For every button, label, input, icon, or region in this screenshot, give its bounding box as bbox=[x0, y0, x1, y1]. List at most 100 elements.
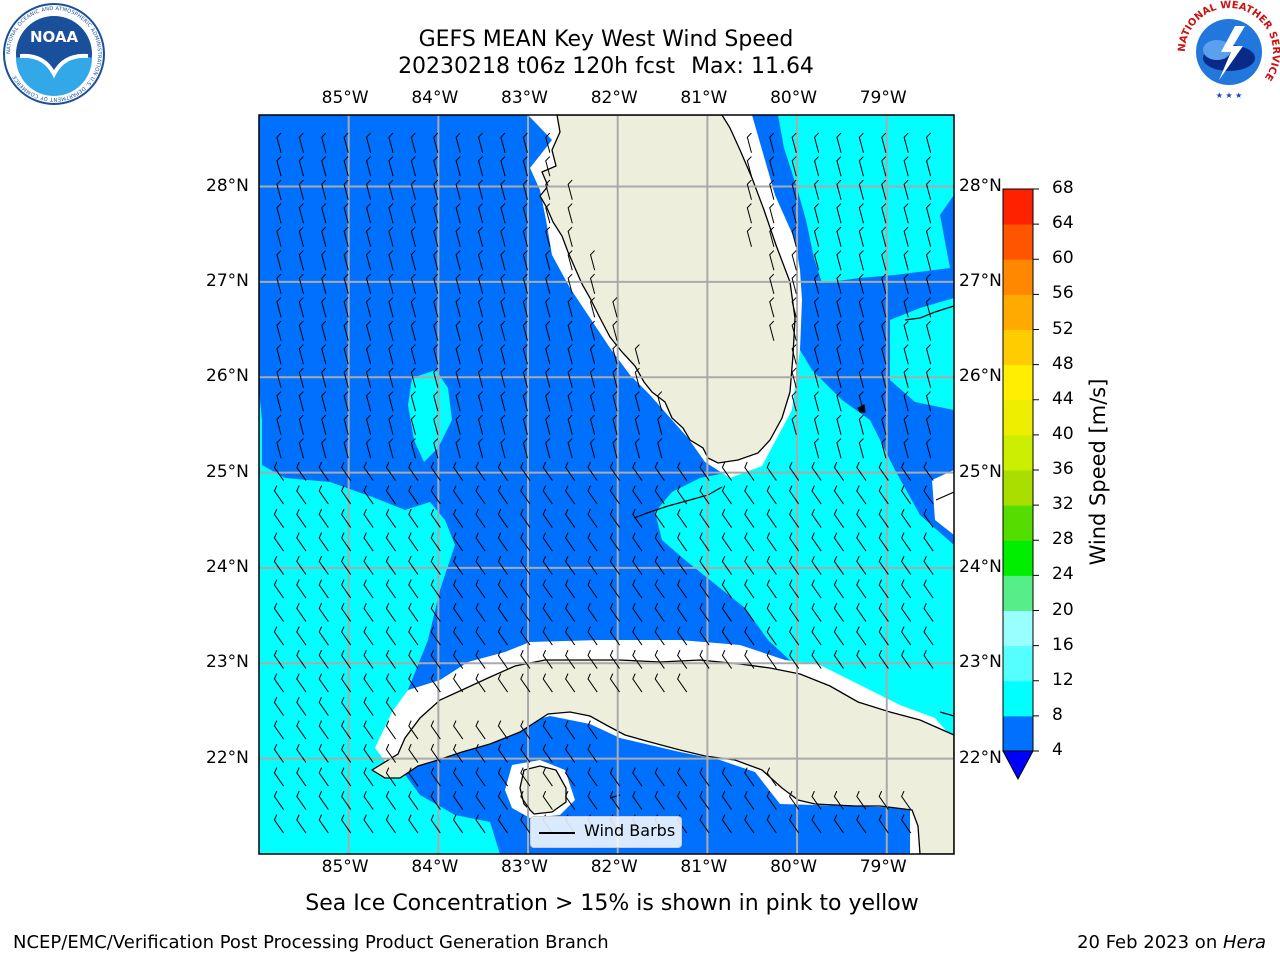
wind-barb bbox=[318, 485, 329, 505]
wind-barb bbox=[385, 767, 396, 787]
wind-barb bbox=[744, 602, 755, 622]
wind-barb bbox=[632, 461, 643, 481]
wind-barb bbox=[789, 461, 800, 481]
wind-barb bbox=[522, 250, 528, 271]
wind-barb bbox=[565, 555, 576, 575]
wind-barb bbox=[901, 814, 912, 834]
wind-barb bbox=[856, 814, 867, 834]
wind-barb bbox=[836, 344, 842, 365]
wind-barb bbox=[811, 649, 822, 669]
colorbar-swatch bbox=[1003, 680, 1033, 717]
wind-barb bbox=[654, 532, 665, 552]
lat-label: 28°N bbox=[206, 175, 249, 196]
wind-barb bbox=[522, 179, 528, 200]
wind-barb bbox=[430, 485, 441, 505]
colorbar-swatch bbox=[1003, 294, 1033, 330]
wind-barb bbox=[589, 250, 596, 271]
colorbar-swatch bbox=[1003, 575, 1033, 611]
wind-barb bbox=[858, 156, 864, 177]
wind-barb bbox=[677, 790, 688, 810]
wind-barb bbox=[878, 649, 889, 669]
wind-barb bbox=[298, 156, 304, 177]
wind-barb bbox=[789, 814, 800, 834]
wind-barb bbox=[856, 626, 867, 646]
wind-barb bbox=[453, 790, 464, 810]
colorbar-tick-label: 60 bbox=[1052, 248, 1074, 269]
wind-barb bbox=[298, 414, 304, 435]
wind-barb bbox=[318, 743, 329, 763]
wind-barb bbox=[385, 485, 396, 505]
wind-barb bbox=[813, 438, 820, 459]
wind-barb bbox=[769, 226, 775, 247]
wind-barb bbox=[522, 438, 528, 459]
lat-label: 26°N bbox=[206, 366, 249, 387]
wind-barb bbox=[522, 320, 528, 341]
wind-barb bbox=[477, 414, 484, 435]
wind-barb bbox=[721, 532, 732, 552]
wind-barb bbox=[520, 579, 531, 599]
wind-barb bbox=[522, 156, 528, 177]
wind-barb bbox=[565, 626, 576, 646]
wind-barb bbox=[365, 156, 372, 177]
wind-barb bbox=[833, 485, 844, 505]
wind-barb bbox=[589, 391, 596, 412]
wind-barb bbox=[273, 579, 284, 599]
wind-barb bbox=[836, 203, 842, 224]
wind-barb bbox=[609, 555, 620, 575]
wind-barb bbox=[565, 508, 576, 528]
wind-barb bbox=[276, 297, 282, 318]
wind-barb bbox=[813, 250, 820, 271]
lon-label: 81°W bbox=[680, 88, 728, 108]
wind-barb bbox=[276, 320, 282, 341]
wind-barb bbox=[318, 602, 329, 622]
max-value: Max: 11.64 bbox=[691, 54, 814, 79]
wind-barb bbox=[475, 579, 486, 599]
wind-barb bbox=[836, 132, 842, 153]
wind-barb bbox=[296, 485, 307, 505]
wind-barb bbox=[791, 132, 797, 153]
wind-barb bbox=[856, 508, 867, 528]
wind-barb bbox=[567, 273, 573, 294]
wind-barb bbox=[321, 367, 327, 388]
wind-barb bbox=[878, 814, 889, 834]
wind-barb bbox=[542, 579, 553, 599]
wind-barb bbox=[881, 203, 887, 224]
wind-barb bbox=[321, 344, 327, 365]
wind-barb bbox=[699, 767, 710, 787]
islands bbox=[609, 305, 954, 799]
lon-label: 85°W bbox=[321, 88, 369, 108]
wind-barb bbox=[881, 367, 887, 388]
wind-barb bbox=[343, 438, 349, 459]
wind-barb bbox=[296, 579, 307, 599]
colorbar-swatch bbox=[1003, 224, 1033, 260]
wind-barb bbox=[791, 273, 797, 294]
wind-barb bbox=[766, 790, 777, 810]
wind-barb bbox=[363, 508, 374, 528]
wind-barb bbox=[298, 344, 304, 365]
wind-barb bbox=[833, 461, 844, 481]
wind-barb bbox=[341, 508, 352, 528]
wind-barb bbox=[565, 602, 576, 622]
wind-barb bbox=[769, 179, 775, 200]
wind-barb bbox=[903, 320, 909, 341]
wind-barb bbox=[410, 250, 416, 271]
wind-barb bbox=[677, 602, 688, 622]
lat-label: 26°N bbox=[959, 366, 1002, 387]
wind-barb bbox=[677, 532, 688, 552]
wind-barb bbox=[791, 156, 797, 177]
wind-barb bbox=[657, 414, 663, 435]
wind-barb bbox=[475, 720, 486, 740]
wind-barb bbox=[365, 226, 372, 247]
wind-barb bbox=[385, 626, 396, 646]
wind-barb bbox=[365, 414, 372, 435]
wind-barb bbox=[612, 344, 618, 365]
wind-barb bbox=[836, 367, 842, 388]
wind-barb bbox=[385, 649, 396, 669]
wind-barb bbox=[385, 673, 396, 693]
wind-barb bbox=[744, 649, 755, 669]
wind-barb bbox=[365, 367, 372, 388]
wind-barb bbox=[388, 414, 394, 435]
wind-barb bbox=[567, 297, 573, 318]
wind-barb bbox=[587, 767, 598, 787]
